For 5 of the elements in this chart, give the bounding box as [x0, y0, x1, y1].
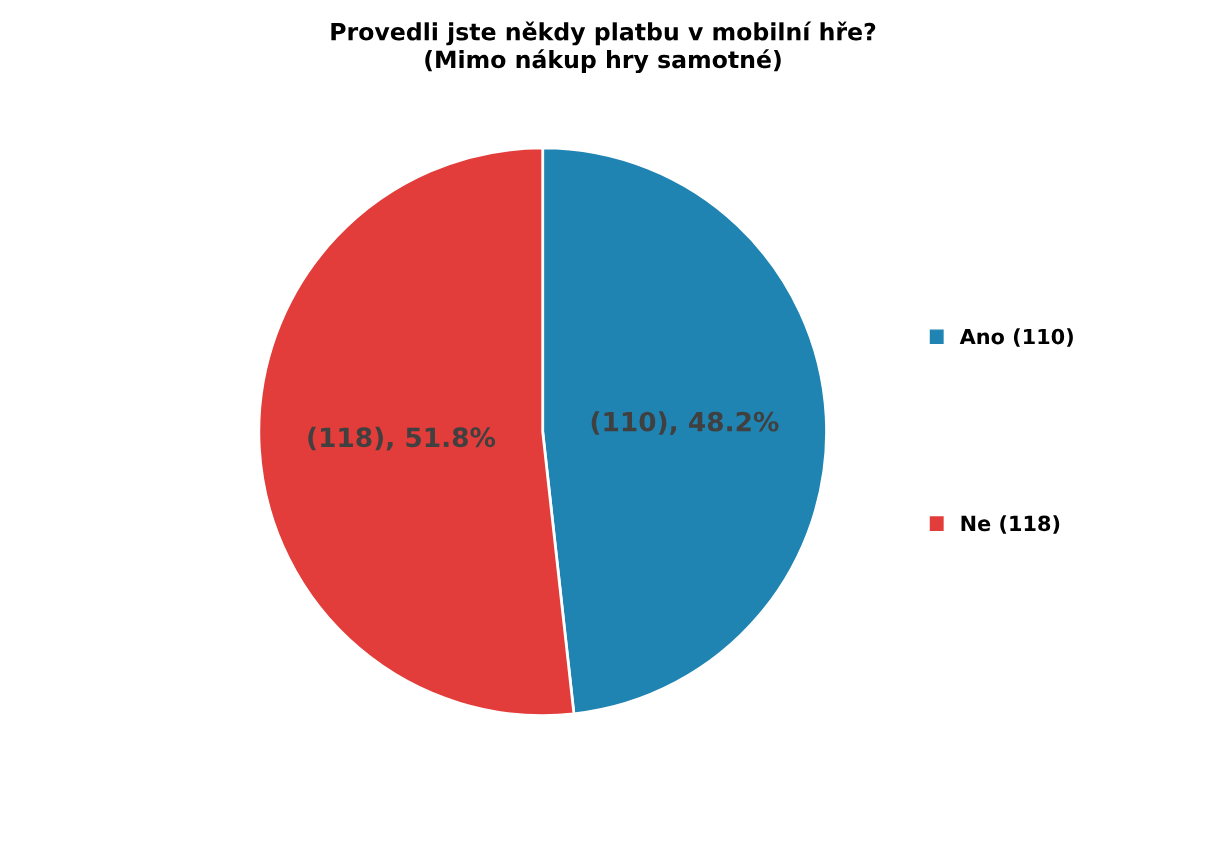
legend-label: Ano (110) — [959, 328, 1073, 347]
chart-title: Provedli jste někdy platbu v mobilní hře? (Mimo nákup hry samotné) — [331, 21, 876, 74]
data-label: (110), 48.2% — [591, 411, 779, 435]
legend-label: Ne (118) — [961, 515, 1060, 534]
data-label: (118), 51.8% — [308, 426, 496, 451]
